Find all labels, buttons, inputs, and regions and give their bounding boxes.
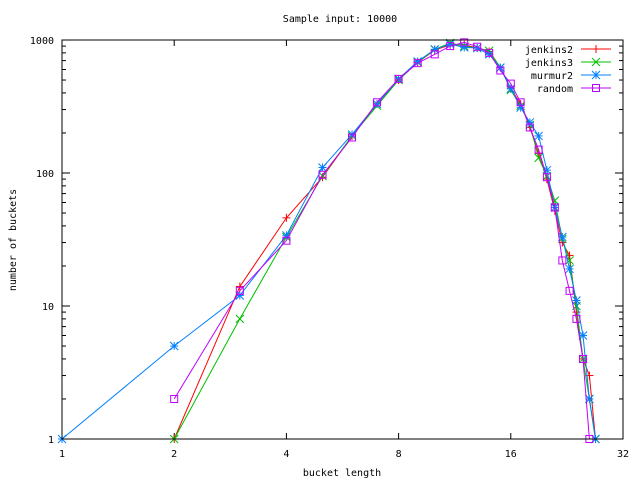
data-point	[591, 57, 601, 67]
data-point	[558, 256, 567, 265]
data-point	[534, 131, 543, 141]
data-point	[579, 354, 588, 363]
data-point	[235, 291, 245, 300]
data-point	[550, 203, 559, 212]
legend-label: jenkins2	[525, 45, 573, 56]
data-point	[506, 84, 516, 94]
y-axis-label: number of buckets	[8, 189, 19, 291]
data-point	[459, 43, 469, 52]
legend-label: murmur2	[531, 71, 573, 82]
data-point	[572, 314, 581, 323]
y-tick-label: 100	[36, 169, 54, 180]
axis-ticks: 1 2 4 8 16 32 1 10 100 1000	[30, 36, 629, 460]
data-point	[506, 79, 515, 88]
y-tick-label: 1	[48, 435, 54, 446]
data-point	[282, 213, 291, 222]
data-point	[542, 173, 551, 182]
data-point	[592, 45, 600, 53]
series-line	[173, 44, 596, 440]
data-point	[446, 42, 455, 51]
series-jenkins3	[169, 38, 600, 444]
data-point	[235, 282, 244, 291]
data-point	[413, 59, 422, 68]
data-point	[534, 145, 543, 154]
data-point	[534, 153, 543, 163]
data-point	[169, 341, 179, 351]
x-tick-label: 8	[396, 449, 402, 460]
y-tick-label: 1000	[30, 36, 54, 47]
data-point	[578, 331, 588, 340]
data-point	[445, 39, 455, 49]
data-point	[565, 286, 574, 295]
data-point	[318, 163, 327, 172]
data-point	[430, 50, 439, 59]
series-line	[61, 43, 596, 440]
y-tick-label: 10	[42, 302, 54, 313]
data-point	[592, 84, 600, 92]
data-point	[525, 123, 534, 132]
series-line	[173, 41, 590, 440]
data-point	[473, 42, 482, 51]
data-point	[430, 45, 440, 54]
data-point	[372, 99, 382, 109]
series-random	[170, 38, 594, 443]
x-tick-label: 4	[283, 449, 289, 460]
data-point	[565, 264, 574, 274]
series-murmur2	[57, 39, 600, 444]
data-point	[516, 98, 525, 107]
series-line	[173, 42, 596, 440]
series-jenkins2	[170, 40, 600, 443]
data-point	[235, 314, 245, 324]
x-tick-label: 16	[505, 449, 517, 460]
data-point	[235, 286, 244, 295]
data-point	[495, 63, 505, 72]
data-point	[460, 38, 469, 47]
data-point	[372, 98, 381, 107]
data-point	[318, 170, 327, 179]
x-tick-label: 1	[59, 449, 65, 460]
x-axis-label: bucket length	[303, 468, 381, 479]
data-point	[591, 70, 601, 80]
data-point	[348, 133, 357, 142]
x-tick-label: 2	[171, 449, 177, 460]
data-point	[394, 74, 403, 83]
legend-label: jenkins3	[525, 58, 573, 69]
data-point	[170, 394, 179, 403]
data-point	[485, 48, 494, 57]
chart-title: Sample input: 10000	[283, 14, 397, 25]
plot-frame	[61, 39, 624, 440]
data-point	[496, 66, 505, 75]
x-tick-label: 32	[617, 449, 629, 460]
series-group	[57, 38, 600, 444]
data-point	[572, 296, 581, 305]
legend: jenkins2 jenkins3 murmur2 random	[525, 45, 611, 95]
data-point	[282, 236, 291, 245]
legend-label: random	[537, 84, 573, 95]
